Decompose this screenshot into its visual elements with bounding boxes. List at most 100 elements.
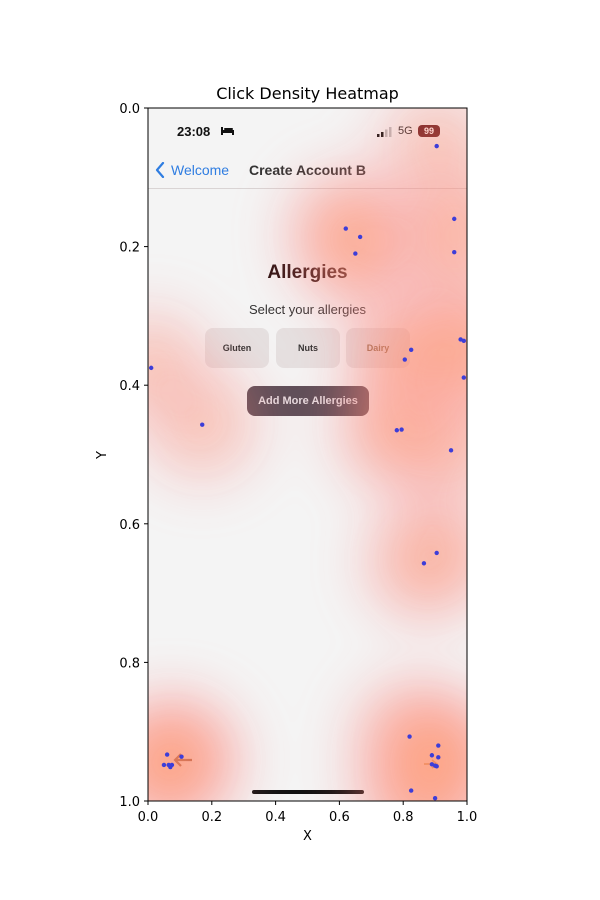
heat-core: [402, 518, 467, 587]
y-tick-label: 0.6: [119, 518, 140, 533]
heat-core: [401, 764, 467, 801]
heat-blob: [373, 703, 467, 801]
click-point: [461, 375, 467, 380]
heat-core: [429, 306, 467, 375]
click-point: [343, 226, 348, 231]
heat-core: [417, 416, 467, 485]
heat-blob: [389, 388, 467, 513]
arrow-left-icon[interactable]: [173, 753, 193, 767]
back-label: Welcome: [171, 162, 230, 178]
click-point: [458, 337, 463, 342]
x-tick-label: 0.4: [265, 810, 286, 825]
arrow-right-icon[interactable]: [424, 759, 438, 769]
heat-blob: [148, 362, 265, 487]
add-more-allergies-button[interactable]: Add More Allergies: [247, 386, 369, 416]
heat-blob: [369, 693, 467, 801]
chart-title: Click Density Heatmap: [216, 84, 399, 103]
heat-core: [311, 194, 380, 263]
heat-blob: [369, 702, 467, 801]
x-axis-label: X: [303, 829, 312, 844]
click-point: [168, 764, 173, 770]
heat-blob: [374, 704, 467, 801]
click-point: [200, 422, 205, 427]
network-label: 5G: [398, 125, 413, 137]
allergy-chip-nuts[interactable]: Nuts: [276, 328, 340, 368]
heat-blob: [376, 695, 467, 801]
click-point: [161, 762, 167, 768]
y-tick-label: 0.4: [119, 379, 140, 394]
click-point: [408, 788, 414, 793]
heat-core: [429, 343, 467, 412]
back-button[interactable]: Welcome: [154, 161, 229, 179]
heat-core: [148, 333, 186, 402]
click-point: [461, 338, 467, 344]
heat-core: [397, 721, 466, 790]
click-point: [166, 762, 171, 768]
heat-blob: [148, 702, 231, 801]
chevron-left-icon: [155, 162, 165, 178]
nav-title: Create Account B: [249, 162, 366, 178]
bed-icon: [221, 127, 234, 135]
y-tick-label: 0.2: [119, 241, 140, 256]
click-point: [164, 752, 170, 757]
click-point: [421, 561, 427, 566]
status-bar: 23:08 5G 99: [148, 108, 467, 152]
click-point: [399, 427, 404, 432]
heat-blob: [373, 736, 467, 801]
click-point: [448, 448, 454, 453]
x-tick-label: 1.0: [457, 810, 478, 825]
y-tick-label: 0.0: [119, 102, 140, 117]
allergy-chip-dairy[interactable]: Dairy: [346, 328, 410, 368]
heat-core: [404, 711, 467, 780]
click-point: [452, 216, 457, 222]
heat-core: [148, 733, 205, 801]
screen-heading: Allergies: [267, 262, 348, 283]
heat-core: [389, 529, 458, 598]
allergy-chip-gluten[interactable]: Gluten: [205, 328, 269, 368]
heat-core: [168, 390, 237, 459]
click-point: [148, 365, 154, 371]
heat-blob: [148, 692, 230, 801]
heat-core: [326, 202, 395, 271]
click-point: [407, 734, 412, 739]
heat-blob: [148, 694, 244, 801]
click-point: [436, 743, 441, 748]
heat-blob: [148, 702, 234, 801]
heat-blob: [347, 674, 467, 799]
click-point: [394, 428, 400, 433]
app-screenshot: 23:08 5G 99 Welcome: [148, 108, 467, 801]
heat-blob: [376, 683, 467, 801]
screen-subheading: Select your allergies: [248, 302, 367, 317]
heat-blob: [361, 501, 467, 626]
click-point: [452, 249, 457, 255]
click-point: [434, 550, 439, 556]
y-tick-label: 1.0: [119, 795, 140, 810]
heat-blob: [374, 490, 467, 615]
heat-blob: [349, 728, 467, 801]
home-indicator: [252, 790, 364, 794]
heat-blob: [401, 278, 467, 403]
click-point: [353, 251, 358, 256]
click-point: [429, 753, 435, 758]
heat-blob: [148, 305, 214, 430]
click-point: [357, 234, 363, 240]
heat-core: [367, 395, 436, 464]
heat-core: [362, 396, 431, 465]
heat-core: [404, 723, 467, 792]
y-tick-label: 0.8: [119, 656, 140, 671]
heat-blob: [148, 702, 226, 801]
heat-blob: [293, 191, 418, 316]
signal-icon: [377, 127, 392, 137]
y-axis-label: Y: [95, 451, 110, 460]
x-tick-label: 0.2: [201, 810, 222, 825]
heatmap-overlay: [148, 108, 467, 801]
battery-indicator: 99: [418, 125, 440, 137]
heat-blob: [392, 190, 467, 315]
x-tick-label: 0.6: [329, 810, 350, 825]
heat-core: [420, 184, 467, 253]
x-tick-label: 0.0: [138, 810, 159, 825]
heat-blob: [401, 315, 467, 440]
click-point: [432, 796, 438, 801]
x-tick-label: 0.8: [393, 810, 414, 825]
